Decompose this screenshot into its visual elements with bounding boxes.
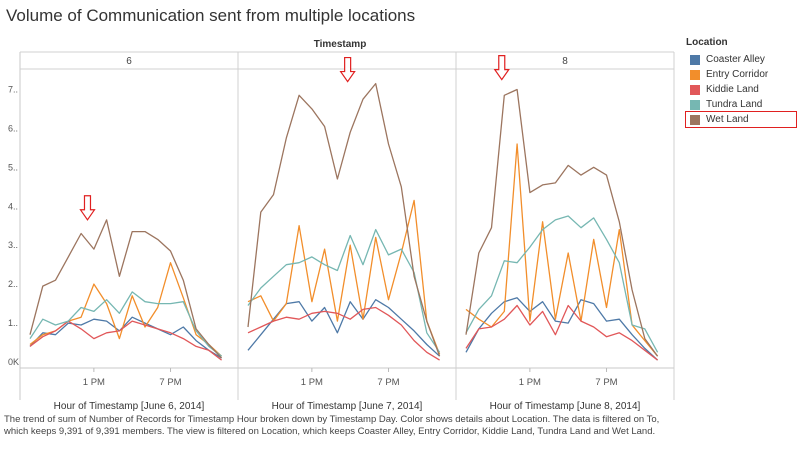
y-tick-label: 0K: [8, 357, 19, 367]
legend-swatch: [690, 114, 700, 125]
legend-swatch: [690, 84, 700, 95]
legend-label: Kiddie Land: [706, 84, 759, 95]
legend-label: Coaster Alley: [706, 54, 765, 65]
panel-header-label: 6: [126, 56, 132, 67]
legend-swatch: [690, 69, 700, 80]
series-line-wet-land: [247, 82, 441, 357]
legend-title: Location: [686, 37, 728, 48]
column-header: Timestamp: [314, 39, 367, 50]
annotation-arrow: [79, 195, 96, 221]
legend-item[interactable]: Entry Corridor: [686, 67, 796, 82]
legend-label: Entry Corridor: [706, 69, 769, 80]
series-line-coaster-alley: [465, 297, 659, 361]
series-line-wet-land: [465, 88, 659, 357]
chart-caption: The trend of sum of Number of Records fo…: [4, 414, 660, 437]
legend-label: Tundra Land: [706, 99, 763, 110]
x-axis-title: Hour of Timestamp [June 6, 2014]: [54, 401, 205, 412]
legend-swatch: [690, 54, 700, 65]
legend-item[interactable]: Tundra Land: [686, 97, 796, 112]
series-line-entry-corridor: [465, 143, 659, 357]
series-line-kiddie-land: [247, 306, 440, 361]
series-line-tundra-land: [29, 291, 222, 357]
series-line-coaster-alley: [247, 299, 441, 357]
legend-item[interactable]: Kiddie Land: [686, 82, 796, 97]
y-tick-label: 7..: [8, 84, 18, 94]
legend-item[interactable]: Wet Land: [685, 111, 797, 128]
y-tick-label: 4..: [8, 201, 18, 211]
legend-items: Coaster Alley Entry Corridor Kiddie Land Tu…: [685, 52, 797, 128]
annotation-arrow: [493, 55, 510, 81]
y-tick-label: 6..: [8, 123, 18, 133]
x-axis-title: Hour of Timestamp [June 8, 2014]: [490, 401, 641, 412]
panel-header-label: 8: [562, 56, 568, 67]
legend: Location Coaster Alley Entry Corridor Kidd…: [685, 37, 797, 128]
series-line-kiddie-land: [465, 304, 658, 361]
legend-item[interactable]: Coaster Alley: [686, 52, 796, 67]
x-tick-label: 7 PM: [159, 377, 181, 388]
series-line-tundra-land: [465, 215, 659, 353]
y-tick-label: 2..: [8, 279, 18, 289]
series-line-tundra-land: [247, 228, 441, 353]
series-line-coaster-alley: [29, 316, 222, 359]
series-line-entry-corridor: [29, 262, 223, 357]
y-tick-label: 1..: [8, 318, 18, 328]
y-tick-label: 3..: [8, 240, 18, 250]
legend-label: Wet Land: [706, 114, 749, 125]
legend-swatch: [690, 99, 700, 110]
x-tick-label: 1 PM: [301, 377, 323, 388]
chart-area: Timestamp 0K 1.. 2.. 3.. 4.. 5.. 6.. 7.. 6 1 PM 7 P…: [8, 39, 675, 412]
x-tick-label: 7 PM: [595, 377, 617, 388]
x-tick-label: 7 PM: [377, 377, 399, 388]
series-line-kiddie-land: [29, 320, 222, 361]
y-tick-label: 5..: [8, 162, 18, 172]
x-axis-title: Hour of Timestamp [June 7, 2014]: [272, 401, 423, 412]
annotation-arrow: [339, 56, 356, 83]
series-line-entry-corridor: [247, 199, 441, 355]
series-line-wet-land: [29, 219, 223, 359]
chart-title: Volume of Communication sent from multip…: [6, 6, 416, 25]
x-tick-label: 1 PM: [519, 377, 541, 388]
x-tick-label: 1 PM: [83, 377, 105, 388]
